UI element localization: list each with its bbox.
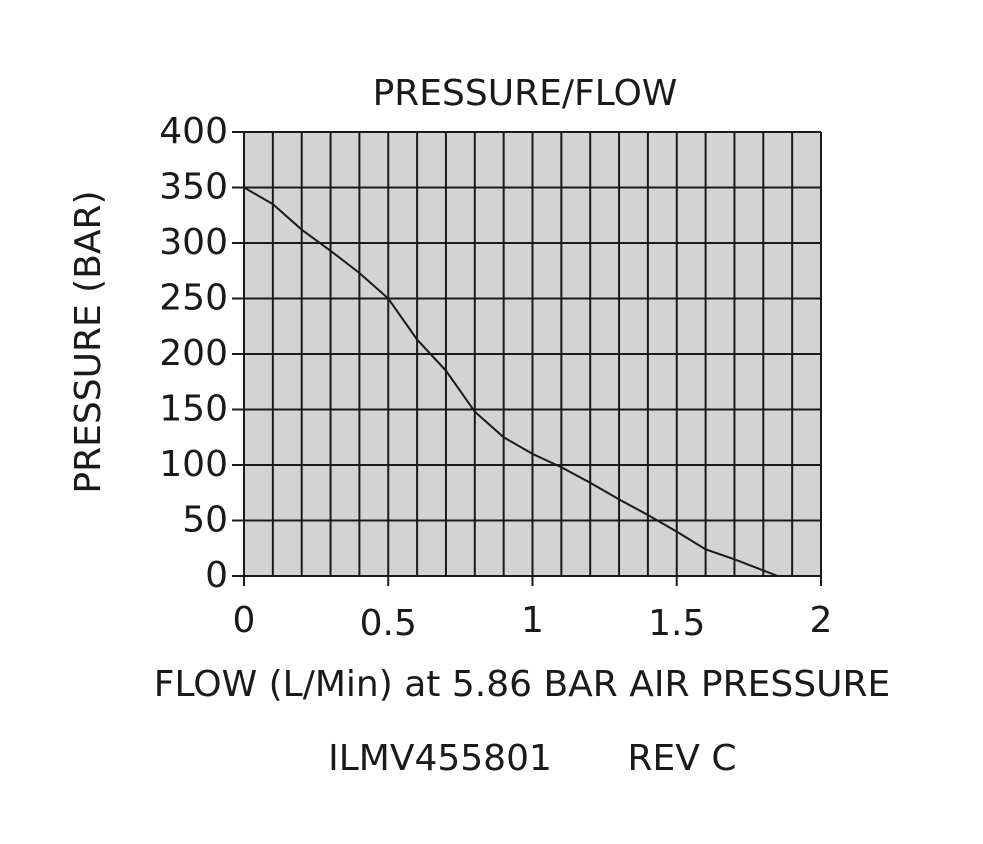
y-tick-label: 150: [159, 389, 228, 430]
y-tick-label: 250: [159, 278, 228, 319]
x-tick-label: 0: [233, 600, 256, 641]
y-tick-label: 50: [182, 500, 228, 541]
data-line: [243, 186, 779, 577]
y-tick-label: 400: [159, 111, 228, 152]
y-tick-label: 350: [159, 167, 228, 208]
x-axis-label: FLOW (L/Min) at 5.86 BAR AIR PRESSURE: [154, 664, 890, 705]
revision: REV C: [628, 738, 737, 779]
y-tick-label: 100: [159, 444, 228, 485]
x-tick-label: 1: [521, 600, 544, 641]
chart-title: PRESSURE/FLOW: [373, 73, 678, 114]
x-tick-label: 1.5: [648, 603, 705, 644]
part-number: ILMV455801: [328, 738, 552, 779]
y-tick-label: 0: [205, 555, 228, 596]
x-tick-label: 2: [810, 600, 833, 641]
y-tick-label: 300: [159, 222, 228, 263]
y-axis-label: PRESSURE (BAR): [68, 190, 109, 493]
y-tick-label: 200: [159, 333, 228, 374]
x-tick-label: 0.5: [360, 603, 417, 644]
